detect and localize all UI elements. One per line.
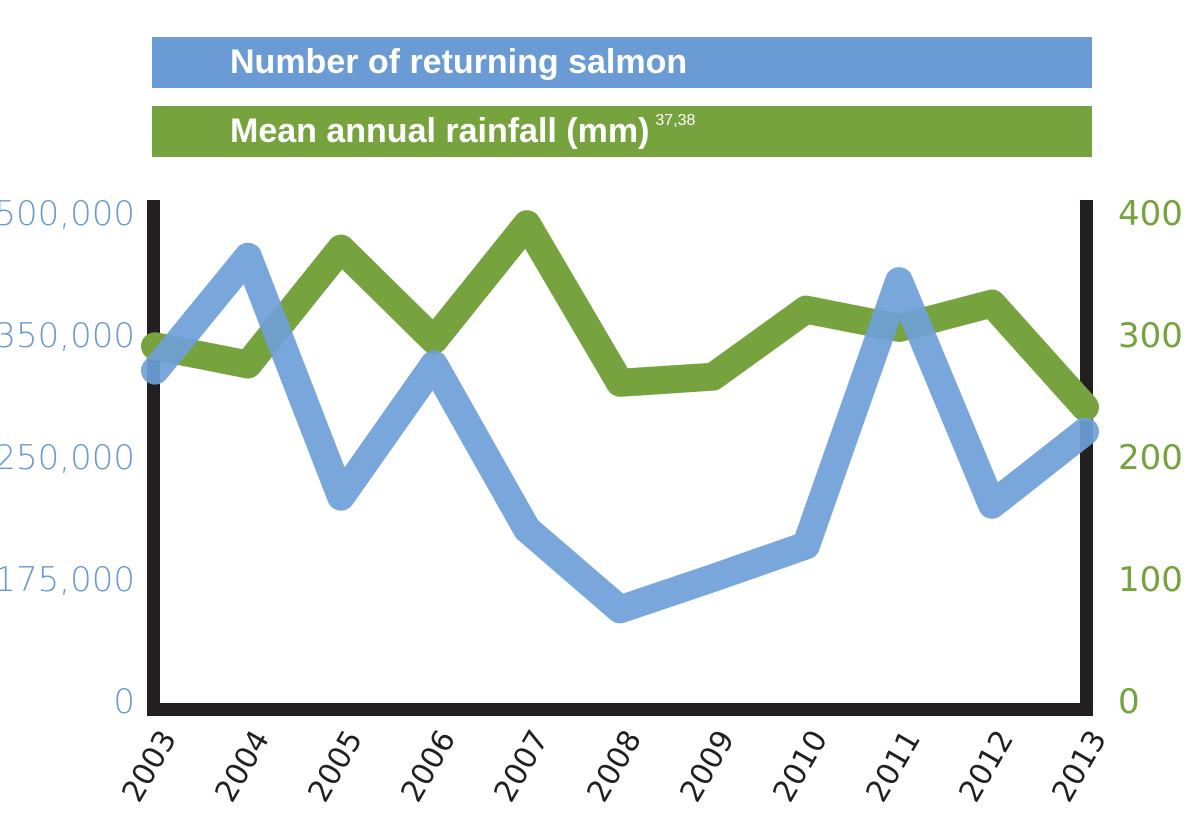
legend-rainfall-label: Mean annual rainfall (mm) <box>230 112 650 150</box>
right-tick-label: 100 <box>1118 560 1183 600</box>
x-tick-label: 2003 <box>115 725 183 809</box>
x-axis-line <box>147 703 1093 716</box>
left-axis-line <box>147 200 160 716</box>
legend-rainfall: Mean annual rainfall (mm) 37,38 <box>152 106 1092 157</box>
right-tick-label: 0 <box>1118 682 1140 722</box>
left-tick-label: 250,000 <box>0 438 135 478</box>
left-tick-label: 500,000 <box>0 194 135 234</box>
x-tick-label: 2008 <box>580 725 648 809</box>
x-tick-label: 2010 <box>766 725 834 809</box>
right-tick-label: 400 <box>1118 194 1183 234</box>
left-tick-label: 175,000 <box>0 560 135 600</box>
x-tick-label: 2006 <box>394 725 462 809</box>
x-tick-label: 2011 <box>859 725 927 809</box>
legend-salmon: Number of returning salmon <box>152 37 1092 88</box>
x-tick-label: 2005 <box>301 725 369 809</box>
x-tick-label: 2007 <box>487 725 555 809</box>
right-axis-line <box>1080 200 1093 716</box>
salmon-line <box>141 242 1099 624</box>
legend-rainfall-ref: 37,38 <box>655 112 696 129</box>
legend-salmon-label: Number of returning salmon <box>230 43 688 81</box>
left-tick-label: 0 <box>113 682 135 722</box>
right-tick-label: 200 <box>1118 438 1183 478</box>
right-tick-label: 300 <box>1118 316 1183 356</box>
x-tick-label: 2013 <box>1045 725 1113 809</box>
left-tick-label: 350,000 <box>0 316 135 356</box>
x-tick-label: 2009 <box>673 725 741 809</box>
x-tick-label: 2004 <box>208 725 276 809</box>
x-tick-label: 2012 <box>952 725 1020 809</box>
